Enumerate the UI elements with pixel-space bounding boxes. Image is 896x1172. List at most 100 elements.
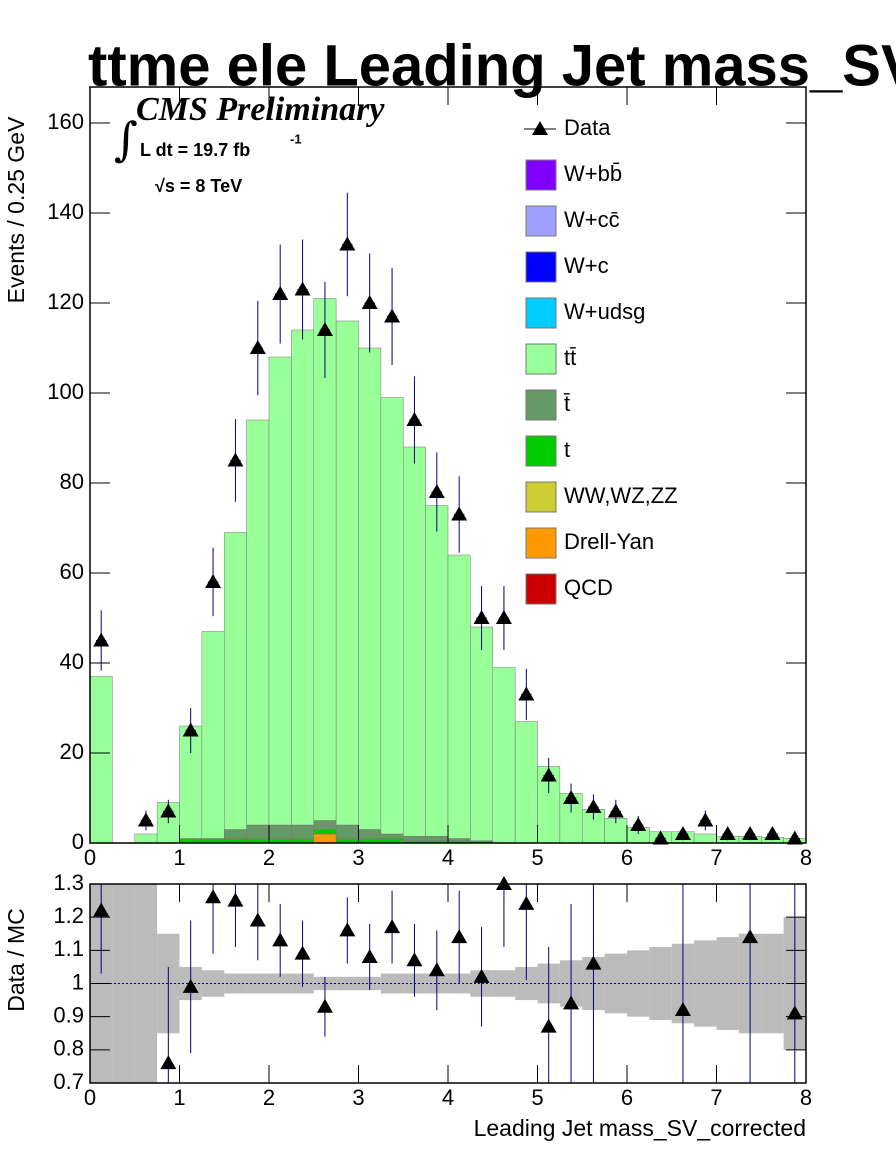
data-point xyxy=(205,574,222,588)
legend-label: tt̄ xyxy=(564,345,576,370)
data-point xyxy=(473,968,490,983)
stack-segment xyxy=(246,824,270,839)
data-point xyxy=(93,632,110,647)
x-tick-label: 8 xyxy=(800,845,812,870)
data-point xyxy=(451,506,468,521)
data-point xyxy=(518,895,535,910)
legend-label: t xyxy=(564,437,570,462)
integral-sign: ∫ xyxy=(114,112,138,166)
stack-segment xyxy=(335,320,359,826)
data-point xyxy=(786,1005,803,1020)
uncertainty-band xyxy=(380,973,404,994)
legend-label: W+cc̄ xyxy=(564,207,620,232)
x-tick-label: 1 xyxy=(173,1085,185,1110)
data-point xyxy=(495,610,512,624)
stack-segment xyxy=(246,419,270,826)
data-point xyxy=(272,932,289,947)
stack-segment xyxy=(291,824,314,839)
stack-segment xyxy=(470,626,493,841)
data-point xyxy=(182,722,199,737)
data-point xyxy=(585,955,602,970)
data-point xyxy=(495,876,512,890)
data-point xyxy=(674,826,691,840)
stack-segment xyxy=(403,836,426,841)
stack-segment xyxy=(425,505,449,837)
x-tick-label: 4 xyxy=(442,1085,454,1110)
data-point xyxy=(294,945,311,960)
y-tick-label: 1 xyxy=(72,969,84,994)
data-point xyxy=(764,826,781,840)
data-point xyxy=(607,803,624,818)
stack-segment xyxy=(380,833,404,839)
stack-segment xyxy=(268,356,292,826)
data-point xyxy=(205,889,222,904)
y-tick-label: 40 xyxy=(60,649,84,674)
data-point xyxy=(697,812,714,827)
uncertainty-band xyxy=(201,970,225,997)
data-point xyxy=(339,236,356,251)
data-point xyxy=(473,610,490,624)
uncertainty-band xyxy=(761,933,784,1034)
legend-swatch xyxy=(525,435,557,467)
data-point xyxy=(719,826,736,840)
x-tick-label: 1 xyxy=(173,845,185,870)
y-tick-label: 60 xyxy=(60,559,84,584)
data-point xyxy=(384,919,401,934)
data-point xyxy=(563,995,580,1010)
stack-segment xyxy=(447,554,471,839)
legend-label: W+udsg xyxy=(564,299,645,324)
x-tick-label: 5 xyxy=(531,1085,543,1110)
data-point xyxy=(428,962,445,977)
data-point xyxy=(652,830,669,845)
x-tick-label: 8 xyxy=(800,1085,812,1110)
stack-segment xyxy=(358,347,382,830)
uncertainty-band xyxy=(134,884,158,1083)
lumi-exponent: -1 xyxy=(290,131,302,146)
x-tick-label: 5 xyxy=(531,845,543,870)
x-axis-label: Leading Jet mass_SV_corrected xyxy=(474,1115,806,1141)
stack-segment xyxy=(335,824,359,839)
legend-swatch xyxy=(525,573,557,605)
data-point xyxy=(227,452,244,467)
stack-segment xyxy=(291,329,314,826)
stack-segment xyxy=(201,631,225,839)
data-point xyxy=(384,308,401,323)
legend-label: Data xyxy=(564,115,611,140)
data-point xyxy=(339,922,356,937)
data-point xyxy=(585,799,602,813)
y-tick-label: 0 xyxy=(72,829,84,854)
data-point xyxy=(406,952,423,967)
stack-segment xyxy=(358,829,382,839)
energy-label: √s = 8 TeV xyxy=(155,176,242,196)
x-tick-label: 3 xyxy=(352,1085,364,1110)
legend-label: W+bb̄ xyxy=(564,161,622,186)
legend-swatch xyxy=(525,159,557,191)
y-tick-label: 140 xyxy=(47,199,84,224)
stack-segment xyxy=(224,532,247,830)
y-axis-label: Data / MC xyxy=(3,908,29,1012)
data-point xyxy=(272,286,289,300)
y-tick-label: 80 xyxy=(60,469,84,494)
data-point xyxy=(249,912,266,927)
x-tick-label: 0 xyxy=(84,845,96,870)
data-point xyxy=(294,281,311,296)
legend-label: t̄ xyxy=(564,391,570,416)
stack-segment xyxy=(425,836,449,841)
data-point xyxy=(160,1055,177,1070)
data-point xyxy=(160,803,177,818)
y-tick-label: 0.7 xyxy=(53,1069,84,1094)
y-tick-label: 1.2 xyxy=(53,903,84,928)
data-point xyxy=(742,929,759,944)
legend-label: QCD xyxy=(564,575,613,600)
stack-segment xyxy=(380,397,404,835)
stack-segment xyxy=(268,824,292,839)
stack-segment xyxy=(134,833,158,844)
data-point xyxy=(316,998,333,1013)
uncertainty-band xyxy=(649,947,672,1020)
data-point xyxy=(93,902,110,917)
lumi-label: L dt = 19.7 fb xyxy=(140,140,250,160)
stack-segment xyxy=(224,829,247,839)
x-tick-label: 2 xyxy=(263,845,275,870)
x-tick-label: 7 xyxy=(710,1085,722,1110)
